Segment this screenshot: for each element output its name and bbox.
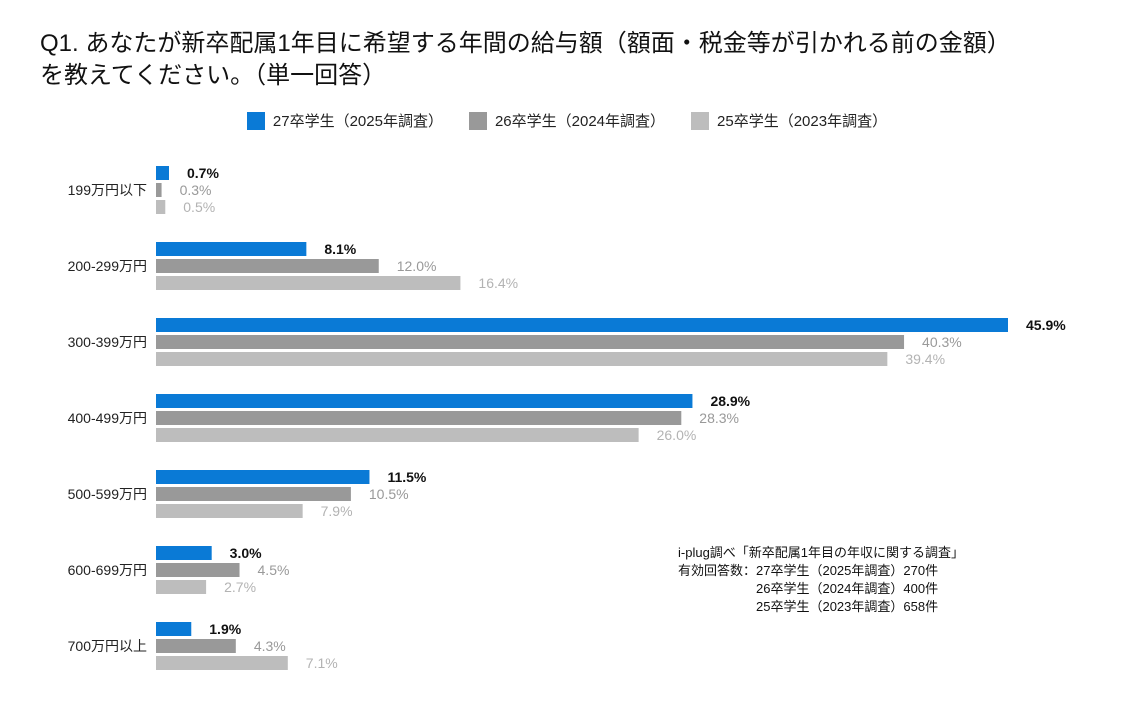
bar xyxy=(156,166,169,180)
category-label: 400-499万円 xyxy=(68,410,147,426)
data-label: 26.0% xyxy=(657,427,697,443)
legend-item-27: 27卒学生（2025年調査） xyxy=(246,110,443,131)
bar xyxy=(156,546,212,560)
data-label: 2.7% xyxy=(224,579,256,595)
data-label: 11.5% xyxy=(387,469,426,485)
legend-item-25: 25卒学生（2023年調査） xyxy=(691,110,887,131)
bar-chart: 199万円以下 0.7%0.3%0.5% 200-299万円 8.1% 12.0% 16.… xyxy=(68,165,1067,671)
category-label: 600-699万円 xyxy=(68,562,147,578)
legend-swatch-27 xyxy=(246,111,265,130)
bar xyxy=(156,563,240,577)
legend-label-27: 27卒学生（2025年調査） xyxy=(272,113,443,130)
chart-title-line1: Q1. あなたが新卒配属1年目に希望する年間の給与額（額面・税金等が引かれる前の… xyxy=(40,30,1011,57)
note-line2: 有効回答数：27卒学生（2025年調査）270件 xyxy=(678,563,939,578)
data-label: 4.3% xyxy=(254,638,286,654)
category-label: 500-599万円 xyxy=(68,486,147,502)
bar xyxy=(156,183,162,197)
legend-label-26: 26卒学生（2024年調査） xyxy=(494,113,666,130)
bar xyxy=(156,394,693,408)
bar xyxy=(156,639,236,653)
data-label: 40.3% xyxy=(922,334,962,350)
note-line1: i-plug調べ「新卒配属1年目の年収に関する調査」 xyxy=(678,545,965,560)
bar xyxy=(156,470,370,484)
data-label: 8.1% xyxy=(324,241,356,257)
bar xyxy=(156,428,639,442)
data-label: 16.4% xyxy=(478,275,518,291)
bar xyxy=(156,504,303,518)
bar xyxy=(156,411,682,425)
data-label: 3.0% xyxy=(230,545,262,561)
data-label: 28.3% xyxy=(699,410,739,426)
bar xyxy=(156,487,351,501)
note-line4: 25卒学生（2023年調査）658件 xyxy=(678,599,939,614)
data-label: 4.5% xyxy=(258,562,290,578)
data-label: 28.9% xyxy=(710,393,750,409)
bar xyxy=(156,352,888,366)
data-label: 1.9% xyxy=(209,621,241,637)
chart-title: Q1. あなたが新卒配属1年目に希望する年間の給与額（額面・税金等が引かれる前の… xyxy=(40,28,1100,92)
data-label: 39.4% xyxy=(905,351,945,367)
legend: 27卒学生（2025年調査） 26卒学生（2024年調査） 25卒学生（2023… xyxy=(0,110,1134,131)
bar xyxy=(156,259,379,273)
bar xyxy=(156,580,207,594)
data-label: 7.9% xyxy=(321,503,353,519)
data-label: 0.5% xyxy=(183,199,215,215)
bar xyxy=(156,335,905,349)
data-label: 0.3% xyxy=(180,182,212,198)
bar xyxy=(156,656,288,670)
category-label: 700万円以上 xyxy=(68,638,147,654)
category-label: 300-399万円 xyxy=(68,334,147,350)
source-note: i-plug調べ「新卒配属1年目の年収に関する調査」 有効回答数：27卒学生（2… xyxy=(678,544,964,616)
data-label: 0.7% xyxy=(187,165,219,181)
data-label: 10.5% xyxy=(369,486,409,502)
data-label: 45.9% xyxy=(1026,317,1066,333)
bar xyxy=(156,276,461,290)
legend-label-25: 25卒学生（2023年調査） xyxy=(717,113,888,130)
legend-swatch-25 xyxy=(691,111,710,130)
bar xyxy=(156,200,166,214)
data-label: 12.0% xyxy=(397,258,437,274)
note-line3: 26卒学生（2024年調査）400件 xyxy=(678,581,939,596)
data-label: 7.1% xyxy=(306,655,338,671)
bar xyxy=(156,318,1008,332)
bar xyxy=(156,242,307,256)
chart-title-line2: を教えてください。（単一回答） xyxy=(40,62,387,89)
legend-swatch-26 xyxy=(468,111,487,130)
legend-item-26: 26卒学生（2024年調査） xyxy=(468,110,666,131)
bar xyxy=(156,622,192,636)
category-label: 200-299万円 xyxy=(68,258,147,274)
category-label: 199万円以下 xyxy=(68,182,147,198)
